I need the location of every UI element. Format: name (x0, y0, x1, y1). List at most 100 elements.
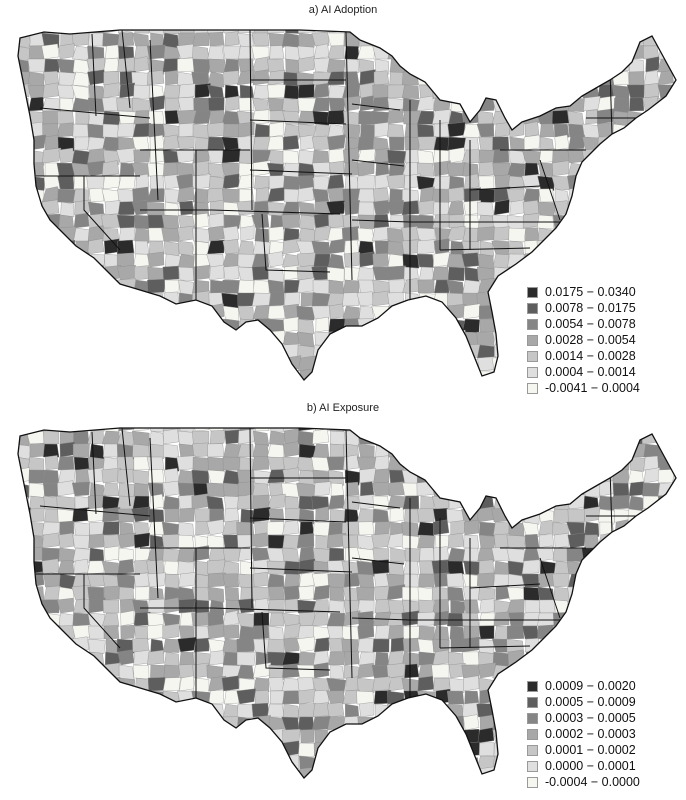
state-border (345, 31, 353, 281)
zone-cell (538, 428, 556, 432)
zone-cell (282, 32, 300, 49)
zone-cell (147, 716, 165, 733)
zone-cell (657, 443, 675, 458)
zone-cell (252, 240, 271, 256)
zone-cell (29, 690, 47, 707)
zone-cell (192, 662, 210, 679)
zone-cell (224, 507, 240, 523)
zone-cell (163, 664, 181, 680)
zone-cell (672, 573, 676, 588)
zone-cell (479, 780, 494, 795)
zone-cell (417, 729, 435, 745)
zone-cell (162, 305, 180, 321)
state-border (249, 169, 353, 175)
zone-cell (554, 226, 570, 242)
zone-cell (282, 534, 300, 549)
zone-cell (18, 32, 31, 48)
zone-cell (132, 370, 150, 380)
zone-cell (326, 456, 346, 471)
zone-cell (283, 175, 301, 191)
zone-cell (537, 430, 555, 447)
zone-cell (222, 253, 240, 268)
zone-cell (18, 507, 31, 523)
zone-cell (523, 95, 540, 112)
zone-cell (419, 292, 437, 308)
zone-cell (222, 225, 240, 242)
zone-cell (312, 702, 330, 718)
zone-cell (117, 201, 136, 216)
zone-cell (343, 71, 360, 86)
zone-cell (118, 110, 137, 126)
zone-cell (328, 279, 345, 296)
zone-cell (374, 651, 390, 667)
zone-cell (208, 728, 226, 744)
zone-cell (402, 586, 420, 601)
zone-cell (345, 676, 360, 692)
zone-cell (629, 638, 645, 653)
zone-cell (18, 547, 31, 562)
zone-cell (178, 428, 195, 432)
zone-cell (643, 586, 660, 601)
zone-cell (344, 384, 359, 399)
zone-cell (599, 547, 615, 564)
state-border (249, 119, 347, 125)
zone-cell (73, 227, 91, 244)
zone-cell (57, 728, 76, 744)
zone-cell (314, 369, 330, 380)
zone-cell (672, 30, 676, 34)
zone-cell (343, 370, 360, 380)
zone-cell (26, 30, 45, 34)
zone-cell (207, 136, 225, 151)
zone-cell (178, 83, 196, 99)
zone-cell (491, 454, 511, 471)
zone-cell (612, 45, 630, 62)
zone-cell (90, 428, 105, 432)
panel-title: b) AI Exposure (306, 402, 380, 414)
zone-cell (297, 97, 316, 112)
zone-cell (433, 753, 450, 770)
zone-cell (315, 506, 330, 523)
zone-cell (612, 32, 630, 49)
zone-cell (207, 443, 225, 458)
zone-cell (87, 160, 105, 177)
zone-cell (58, 755, 75, 770)
zone-cell (418, 742, 435, 757)
zone-cell (208, 782, 225, 795)
zone-cell (660, 703, 676, 718)
zone-cell (674, 123, 676, 139)
zone-cell (611, 162, 630, 177)
zone-cell (148, 508, 165, 524)
zone-cell (435, 534, 450, 550)
zone-cell (371, 305, 390, 320)
zone-cell (567, 148, 585, 164)
zone-cell (57, 663, 75, 679)
zone-cell (536, 239, 555, 255)
zone-cell (239, 84, 255, 100)
zone-cell (553, 586, 570, 602)
zone-cell (18, 292, 31, 307)
zone-cell (597, 30, 617, 34)
zone-cell (524, 162, 540, 177)
zone-cell (554, 123, 570, 138)
zone-cell (60, 201, 75, 218)
zone-cell (461, 30, 480, 34)
legend-label: -0.0041 − 0.0004 (545, 381, 640, 395)
zone-cell (104, 625, 120, 640)
state-border (91, 431, 97, 515)
zone-cell (672, 84, 676, 99)
zone-cell (236, 357, 255, 374)
zone-cell (536, 467, 555, 484)
zone-cell (221, 30, 241, 34)
zone-cell (627, 586, 646, 601)
zone-cell (207, 30, 226, 34)
zone-cell (222, 638, 240, 654)
zone-cell (133, 572, 150, 588)
zone-cell (447, 71, 465, 86)
zone-cell (207, 370, 225, 380)
zone-cell (478, 253, 495, 270)
zone-cell (658, 428, 676, 445)
zone-cell (72, 71, 90, 87)
zone-cell (252, 279, 270, 295)
zone-cell (491, 291, 510, 307)
zone-cell (538, 494, 555, 510)
